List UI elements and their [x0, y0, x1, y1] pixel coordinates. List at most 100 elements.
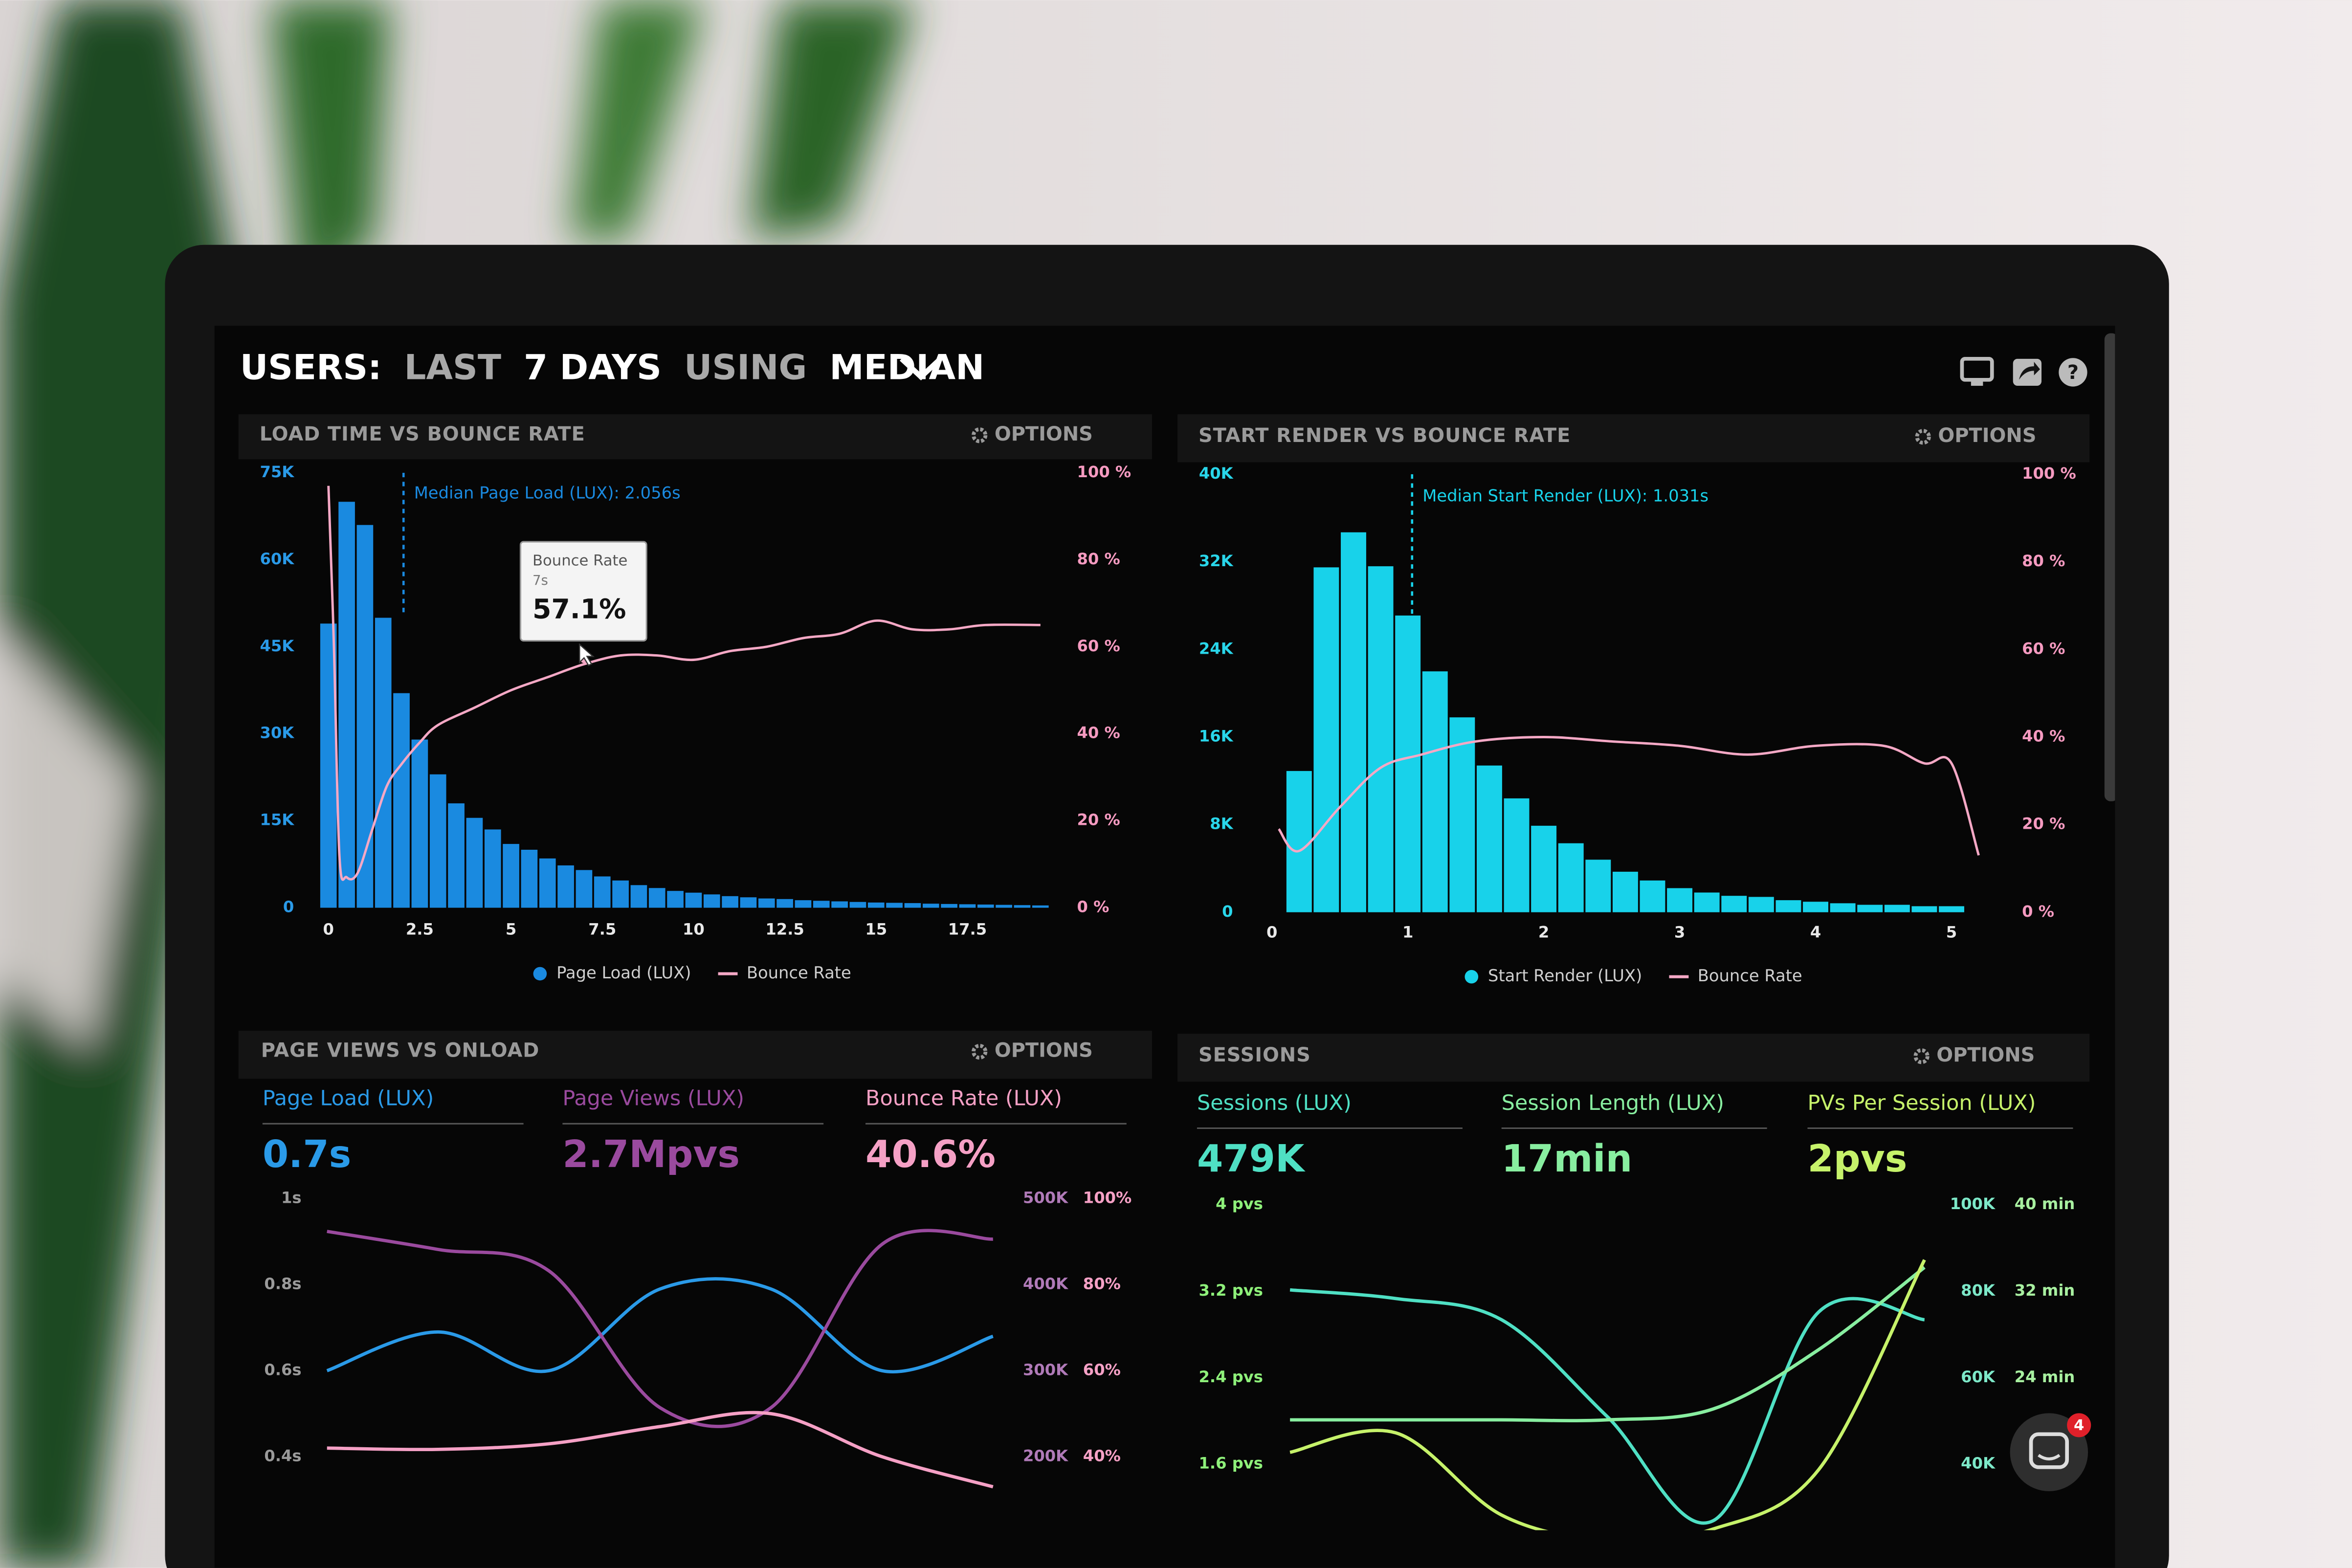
options-button[interactable]: OPTIONS — [1936, 1044, 2035, 1066]
panel-header — [238, 1031, 1152, 1079]
options-gear[interactable] — [1913, 1048, 1930, 1064]
series-line — [327, 1411, 994, 1489]
options-button[interactable]: OPTIONS — [995, 423, 1093, 445]
scrollbar[interactable] — [2104, 333, 2118, 801]
options-gear[interactable] — [1915, 429, 1931, 445]
y-tick-label: 40 % — [1077, 724, 1120, 742]
histogram-bar — [594, 876, 611, 908]
y-tick-label: 0 — [1222, 902, 1233, 921]
histogram-bar — [1014, 905, 1031, 908]
y-tick-label: 3.2 pvs — [1199, 1281, 1263, 1300]
metric-label: Sessions (LUX) — [1197, 1091, 1352, 1115]
y-tick-label: 8K — [1210, 815, 1233, 833]
dropdown-chevron[interactable] — [899, 356, 943, 380]
histogram-bar — [1032, 905, 1049, 908]
legend-swatch — [1464, 970, 1479, 984]
histogram-bar — [1286, 771, 1312, 912]
histogram-bar — [557, 865, 574, 908]
options-gear[interactable] — [972, 427, 988, 443]
x-tick-label: 5 — [1946, 923, 1957, 942]
legend-label[interactable]: Page Load (LUX) — [556, 963, 691, 982]
plot-area — [326, 1229, 994, 1489]
panel-title: SESSIONS — [1198, 1044, 1311, 1066]
histogram-bar — [831, 901, 848, 908]
series-line — [1289, 1259, 1926, 1530]
histogram-bar — [1341, 532, 1366, 912]
histogram-bar — [1585, 860, 1611, 912]
histogram-bar — [503, 844, 519, 908]
series-line — [1290, 1266, 1926, 1423]
y-tick-label: 300K — [1023, 1360, 1068, 1379]
y-tick-label: 60K — [260, 550, 295, 568]
screen — [214, 326, 2115, 1568]
options-gear[interactable] — [972, 1043, 988, 1060]
tooltip-box — [519, 541, 647, 642]
histogram-bar — [667, 891, 684, 908]
legend-label[interactable]: Bounce Rate — [747, 963, 851, 982]
histogram-bar — [941, 904, 957, 908]
x-tick-label: 10 — [683, 920, 705, 939]
x-tick-label: 3 — [1674, 923, 1685, 942]
histogram-bar — [466, 817, 483, 908]
y-tick-label: 100% — [1083, 1189, 1132, 1207]
metric-label: Bounce Rate (LUX) — [865, 1086, 1062, 1111]
legend-label[interactable]: Start Render (LUX) — [1488, 966, 1642, 985]
chat-widget[interactable]: 4 — [2010, 1413, 2091, 1491]
x-tick-label: 0 — [323, 920, 334, 939]
display-icon[interactable] — [1960, 357, 1994, 386]
metric-label: Page Views (LUX) — [562, 1086, 744, 1111]
x-tick-label: 4 — [1810, 923, 1821, 942]
histogram-bar — [539, 858, 556, 908]
legend-label[interactable]: Bounce Rate — [1698, 966, 1802, 985]
x-tick-label: 15 — [865, 920, 887, 939]
options-button[interactable]: OPTIONS — [995, 1039, 1093, 1062]
y-tick-label: 400K — [1023, 1275, 1068, 1293]
histogram-bar — [1667, 888, 1693, 912]
tooltip-title: Bounce Rate — [533, 552, 627, 569]
options-button[interactable]: OPTIONS — [1938, 424, 2036, 447]
histogram-bar — [1939, 906, 1964, 912]
chat-icon — [2029, 1432, 2069, 1469]
y-tick-label: 60 % — [2022, 639, 2065, 658]
panel-title: START RENDER VS BOUNCE RATE — [1198, 424, 1571, 447]
metric-value: 2.7Mpvs — [562, 1133, 740, 1176]
y-tick-label: 60K — [1961, 1368, 1996, 1386]
series-line — [1289, 1288, 1925, 1525]
histogram-bar — [959, 904, 976, 908]
histogram-bar — [1612, 871, 1638, 912]
tooltip-value: 57.1% — [533, 594, 626, 625]
panel-header — [238, 414, 1152, 460]
help-icon[interactable]: ? — [2059, 358, 2087, 387]
histogram-bar — [1748, 897, 1774, 912]
histogram-bar — [1395, 615, 1421, 912]
y-tick-label: 100 % — [2022, 464, 2076, 483]
histogram-bar — [429, 774, 446, 908]
y-tick-label: 32 min — [2015, 1281, 2075, 1300]
histogram-bar — [1721, 896, 1747, 912]
chat-button[interactable] — [2010, 1413, 2088, 1491]
histogram-bar — [576, 870, 593, 908]
histogram-bar — [1911, 906, 1937, 912]
median-annotation: Median Start Render (LUX): 1.031s — [1422, 486, 1709, 506]
histogram-bar — [1476, 765, 1502, 912]
histogram-bar — [338, 502, 355, 908]
metric-label: Session Length (LUX) — [1502, 1091, 1724, 1115]
share-icon[interactable] — [2013, 358, 2042, 386]
y-tick-label: 500K — [1023, 1189, 1068, 1207]
y-tick-label: 0.6s — [264, 1360, 301, 1379]
histogram-bar — [1422, 671, 1448, 912]
bounce-rate-line — [327, 486, 1041, 881]
y-tick-label: 0 — [283, 898, 294, 916]
dashboard-title[interactable]: USERS: LAST 7 DAYS USING MEDIAN — [240, 347, 984, 387]
histogram-bar — [996, 905, 1012, 908]
plot-area — [1278, 532, 1980, 912]
histogram-bar — [612, 880, 629, 908]
histogram-bar — [1504, 798, 1530, 912]
y-tick-label: 24 min — [2015, 1368, 2075, 1386]
legend: Start Render (LUX) Bounce Rate — [1464, 966, 1802, 985]
y-tick-label: 0 % — [2022, 902, 2054, 921]
plot-area — [1289, 1259, 1926, 1530]
y-tick-label: 80% — [1083, 1275, 1121, 1293]
y-tick-label: 80 % — [1077, 550, 1120, 568]
